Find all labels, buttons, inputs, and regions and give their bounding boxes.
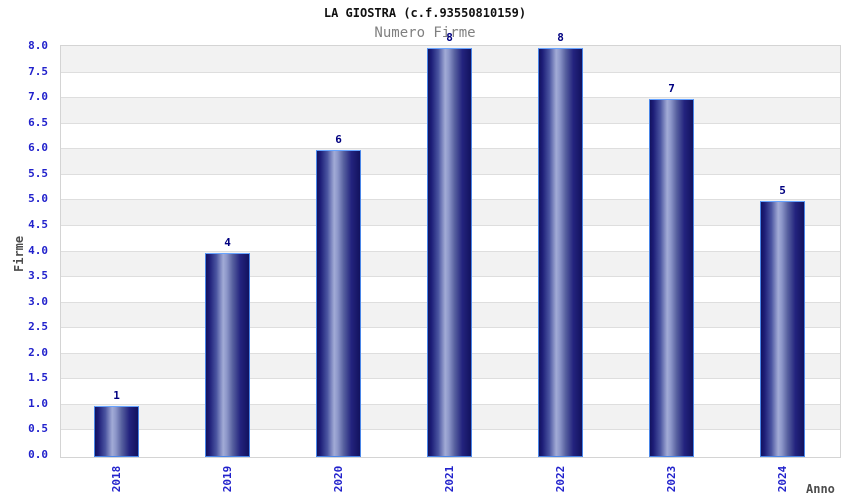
x-tick-label: 2024 (775, 465, 789, 493)
bar-value-label: 6 (335, 133, 342, 147)
y-tick-label: 3.0 (28, 294, 48, 308)
y-tick-label: 0.0 (28, 448, 48, 461)
bar-2023 (649, 99, 694, 457)
y-tick-label: 1.0 (28, 396, 48, 410)
bar-2024 (760, 201, 805, 457)
chart-subtitle: Numero Firme (374, 25, 476, 41)
y-tick-label: 4.0 (28, 243, 48, 257)
y-tick-label: 2.0 (28, 345, 48, 359)
bar-2018 (94, 405, 139, 457)
bar-value-label: 8 (446, 31, 453, 44)
y-tick-label: 7.5 (28, 64, 48, 78)
y-tick-label: 6.5 (28, 115, 48, 129)
y-tick-label: 0.5 (28, 422, 48, 436)
bar-value-label: 4 (224, 235, 231, 249)
bar-value-label: 8 (557, 31, 564, 44)
y-tick-label: 5.5 (28, 166, 48, 180)
y-tick-label: 1.5 (28, 371, 48, 385)
y-tick-label: 3.5 (28, 269, 48, 283)
bar-2019 (205, 252, 250, 457)
bar-value-label: 1 (113, 388, 120, 402)
y-tick-label: 6.0 (28, 141, 48, 155)
bar-2022 (538, 48, 583, 457)
x-tick-label: 2020 (331, 465, 345, 493)
plot-area: 1 4 6 8 8 7 5 (60, 32, 841, 458)
chart-title: LA GIOSTRA (c.f.93550810159) (323, 6, 527, 20)
y-tick-label: 7.0 (28, 90, 48, 104)
x-tick-label: 2018 (109, 465, 123, 493)
y-tick-label: 5.0 (28, 192, 48, 206)
y-tick-label: 2.5 (28, 320, 48, 334)
plot-inner: 1 4 6 8 8 7 5 (61, 32, 840, 457)
x-axis-title: Anno (806, 482, 835, 496)
bar-2020 (316, 150, 361, 457)
y-tick-label: 8.0 (28, 39, 48, 52)
x-tick-label: 2023 (664, 465, 678, 493)
x-tick-label: 2019 (220, 465, 234, 493)
bar-value-label: 7 (668, 82, 675, 96)
x-tick-label: 2022 (553, 465, 567, 493)
y-tick-label: 4.5 (28, 217, 48, 231)
bar-2021 (427, 48, 472, 457)
x-tick-label: 2021 (442, 465, 456, 493)
bar-value-label: 5 (779, 184, 786, 198)
